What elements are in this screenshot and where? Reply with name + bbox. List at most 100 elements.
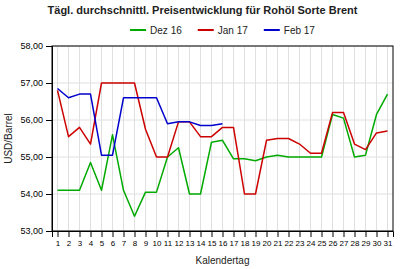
grid-line-x (200, 46, 201, 231)
y-tick-mark (46, 83, 52, 84)
grid-line-x (211, 46, 212, 231)
x-tick: 20 (263, 231, 272, 248)
x-tick-label: 16 (219, 239, 228, 248)
x-tick: 25 (318, 231, 327, 248)
x-tick: 5 (100, 231, 105, 248)
y-tick-label: 53,00 (20, 226, 43, 236)
x-tick: 16 (219, 231, 228, 248)
x-tick-mark (355, 231, 356, 237)
title: Tägl. durchschnittl. Preisentwicklung fü… (48, 4, 358, 16)
grid-line-x (255, 46, 256, 231)
x-tick-label: 17 (230, 239, 239, 248)
y-tick-mark (46, 231, 52, 232)
x-tick-label: 6 (111, 239, 116, 248)
x-axis-line (53, 232, 394, 238)
x-tick: 27 (340, 231, 349, 248)
x-tick-label: 31 (384, 239, 393, 248)
x-tick-label: 5 (100, 239, 105, 248)
grid-line-x (244, 46, 245, 231)
x-tick-mark (333, 231, 334, 237)
x-tick-mark (69, 231, 70, 237)
series-line (58, 83, 388, 194)
x-tick-label: 12 (175, 239, 184, 248)
legend-label: Jan 17 (218, 25, 248, 36)
x-tick-label: 15 (208, 239, 217, 248)
x-tick: 8 (133, 231, 138, 248)
grid-line-x (343, 46, 344, 231)
lines (58, 83, 388, 216)
grid-line-x (101, 46, 102, 231)
x-tick: 29 (362, 231, 371, 248)
legend-label: Dez 16 (150, 25, 182, 36)
grid-line-y (52, 194, 393, 195)
x-tick: 7 (122, 231, 127, 248)
x-tick: 14 (197, 231, 206, 248)
x-tick-label: 23 (296, 239, 305, 248)
x-tick: 23 (296, 231, 305, 248)
grid-line-x (354, 46, 355, 231)
x-tick-mark (377, 231, 378, 237)
grid-line-x (332, 46, 333, 231)
x-tick: 13 (186, 231, 195, 248)
x-tick: 26 (329, 231, 338, 248)
x-tick: 12 (175, 231, 184, 248)
x-tick-label: 21 (274, 239, 283, 248)
y-axis-line (46, 47, 53, 232)
x-tick-label: 20 (263, 239, 272, 248)
x-tick: 3 (78, 231, 83, 248)
x-tick-label: 29 (362, 239, 371, 248)
x-tick-mark (289, 231, 290, 237)
y-tick-label: 54,00 (20, 189, 43, 199)
legend-swatch (198, 29, 214, 31)
x-tick-mark (267, 231, 268, 237)
x-tick-mark (190, 231, 191, 237)
x-tick: 30 (373, 231, 382, 248)
x-tick-label: 14 (197, 239, 206, 248)
x-tick-mark (256, 231, 257, 237)
y-tick-mark (46, 120, 52, 121)
grid-line-x (156, 46, 157, 231)
x-tick: 6 (111, 231, 116, 248)
x-tick-label: 24 (307, 239, 316, 248)
chart: 1234567891011121314151617181920212223242… (0, 0, 405, 269)
grid-line-x (134, 46, 135, 231)
y-axis-title: USD/Barrel (3, 113, 14, 164)
y-tick: 55,00 (20, 152, 52, 162)
grid-line-x (57, 46, 58, 231)
legend-label: Feb 17 (284, 25, 316, 36)
grid-line-x (387, 46, 388, 231)
x-tick-mark (135, 231, 136, 237)
x-tick-label: 13 (186, 239, 195, 248)
grid-line-x (310, 46, 311, 231)
x-tick-mark (201, 231, 202, 237)
x-tick: 31 (384, 231, 393, 248)
grid-line-y (52, 157, 393, 158)
x-tick-label: 22 (285, 239, 294, 248)
x-tick-mark (311, 231, 312, 237)
x-tick-mark (80, 231, 81, 237)
y-tick-label: 57,00 (20, 78, 43, 88)
y-tick-mark (46, 194, 52, 195)
legend: Dez 16 Jan 17 Feb 17 (130, 25, 315, 36)
grid-line-x (266, 46, 267, 231)
x-tick-mark (146, 231, 147, 237)
y-tick: 54,00 (20, 189, 52, 199)
grid-line-y (52, 120, 393, 121)
grid-line-x (123, 46, 124, 231)
x-tick-mark (388, 231, 389, 237)
legend-item: Jan 17 (198, 25, 248, 36)
x-tick: 21 (274, 231, 283, 248)
grid-line-x (145, 46, 146, 231)
grid (52, 46, 393, 231)
x-tick: 28 (351, 231, 360, 248)
x-tick-label: 7 (122, 239, 127, 248)
x-tick-label: 26 (329, 239, 338, 248)
x-tick: 9 (144, 231, 149, 248)
y-tick: 56,00 (20, 115, 52, 125)
x-tick-label: 19 (252, 239, 261, 248)
x-axis: 1234567891011121314151617181920212223242… (53, 231, 394, 248)
grid-line-x (68, 46, 69, 231)
y-tick: 53,00 (20, 226, 52, 236)
x-tick-mark (102, 231, 103, 237)
grid-line-x (189, 46, 190, 231)
